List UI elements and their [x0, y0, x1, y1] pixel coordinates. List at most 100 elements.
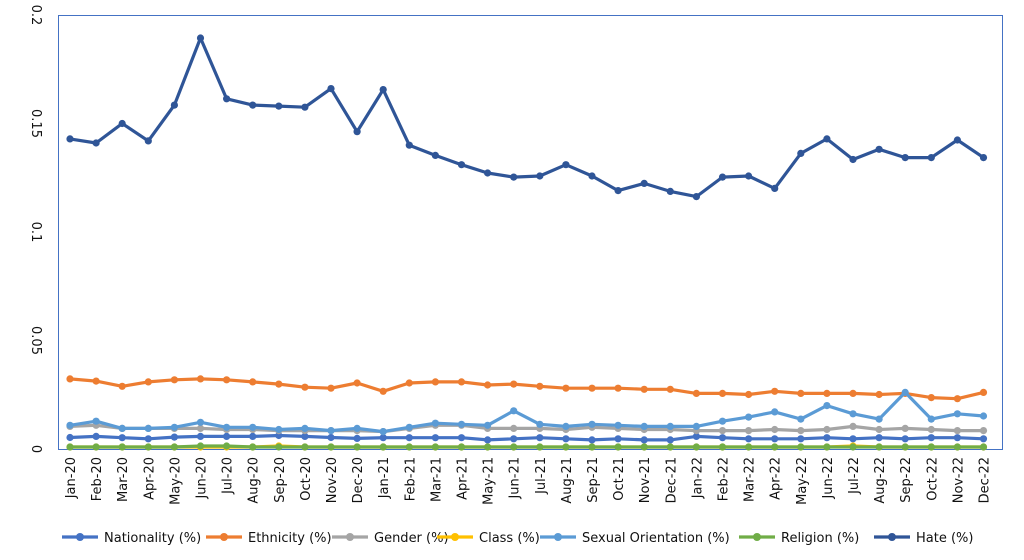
series-point — [692, 443, 701, 451]
series-point — [144, 137, 152, 145]
x-tick-label: Apr-20 — [142, 457, 157, 500]
series-point — [510, 380, 518, 388]
series-point — [405, 434, 413, 442]
series-point — [562, 422, 570, 430]
x-tick-label: Dec-21 — [664, 457, 679, 503]
legend-swatch-marker — [346, 533, 354, 541]
series-point — [457, 443, 466, 451]
x-tick-label: Jul-20 — [221, 457, 236, 495]
series-group — [66, 388, 988, 436]
series-point — [301, 383, 309, 391]
series-point — [771, 435, 779, 443]
x-tick-label: Mar-21 — [429, 457, 444, 502]
y-tick-label: 0 — [28, 445, 43, 453]
series-point — [275, 425, 283, 434]
series-point — [275, 443, 283, 451]
series-line — [68, 423, 986, 434]
series-point — [405, 379, 413, 387]
x-tick-label: May-22 — [795, 457, 810, 505]
x-tick-label: Dec-20 — [351, 457, 366, 503]
series-point — [927, 425, 935, 434]
x-tick-label: Jan-22 — [690, 457, 705, 499]
x-tick-label: May-21 — [482, 457, 497, 505]
y-tick-label: 0.1 — [28, 222, 43, 243]
x-tick-label: Feb-22 — [717, 457, 732, 501]
series-point — [457, 434, 466, 442]
series-point — [588, 420, 596, 428]
legend-item: Nationality (%) — [62, 531, 201, 546]
series-point — [249, 443, 257, 451]
series-point — [849, 389, 857, 397]
series-point — [484, 421, 492, 429]
series-point — [666, 385, 674, 393]
series-point — [614, 421, 622, 429]
series-point — [875, 390, 883, 399]
x-tick-label: Aug-21 — [560, 457, 575, 504]
legend: Nationality (%) Ethnicity (%) Gender (%) Cl… — [62, 531, 973, 546]
series-point — [66, 433, 74, 442]
series-point — [718, 417, 727, 425]
y-tick-label: 0.05 — [28, 326, 43, 355]
x-tick-label: Nov-21 — [638, 457, 653, 503]
series-point — [771, 408, 779, 416]
series-point — [144, 378, 152, 386]
series-group — [66, 442, 988, 451]
series-point — [562, 443, 570, 451]
series-point — [510, 435, 518, 443]
series-point — [745, 172, 753, 180]
series-point — [249, 432, 257, 440]
series-point — [745, 390, 753, 399]
legend-label: Gender (%) — [374, 531, 449, 546]
x-tick-label: May-20 — [168, 457, 183, 505]
series-point — [536, 434, 544, 442]
series-point — [692, 422, 701, 430]
y-tick-label: 0.2 — [28, 5, 43, 26]
series-point — [170, 101, 178, 109]
series-point — [196, 442, 205, 450]
series-point — [510, 173, 518, 181]
series-point — [405, 141, 413, 149]
series-point — [979, 388, 988, 396]
series-point — [771, 443, 779, 451]
x-tick-label: Aug-20 — [247, 457, 262, 504]
series-point — [275, 380, 283, 388]
series-point — [953, 443, 962, 451]
series-point — [223, 442, 231, 450]
x-tick-label: Sep-22 — [899, 457, 914, 503]
series-point — [588, 384, 596, 392]
series-point — [431, 419, 439, 427]
series-point — [979, 443, 988, 451]
series-point — [301, 103, 309, 111]
series-point — [614, 187, 622, 195]
series-point — [92, 432, 100, 440]
series-group — [66, 431, 988, 444]
series-point — [640, 436, 648, 444]
series-point — [901, 154, 909, 162]
series-point — [875, 415, 883, 423]
series-point — [249, 101, 257, 109]
series-point — [327, 433, 335, 442]
series-point — [771, 184, 779, 192]
series-point — [353, 424, 361, 432]
series-point — [196, 375, 205, 383]
plot-area-border — [58, 15, 1003, 450]
x-tick-label: Oct-20 — [299, 457, 314, 501]
x-tick-label: Aug-22 — [873, 457, 888, 504]
series-point — [797, 435, 805, 443]
series-point — [823, 389, 831, 397]
series-point — [927, 434, 935, 442]
series-point — [118, 424, 126, 432]
series-point — [223, 376, 231, 384]
series-point — [510, 424, 518, 432]
series-point — [118, 443, 126, 451]
series-point — [431, 151, 439, 159]
series-point — [379, 443, 387, 451]
series-point — [223, 432, 231, 440]
series-point — [536, 172, 544, 180]
series-line — [68, 444, 986, 449]
series-point — [353, 443, 361, 451]
series-point — [901, 435, 909, 443]
series-point — [901, 388, 909, 396]
x-tick-label: Sep-21 — [586, 457, 601, 503]
